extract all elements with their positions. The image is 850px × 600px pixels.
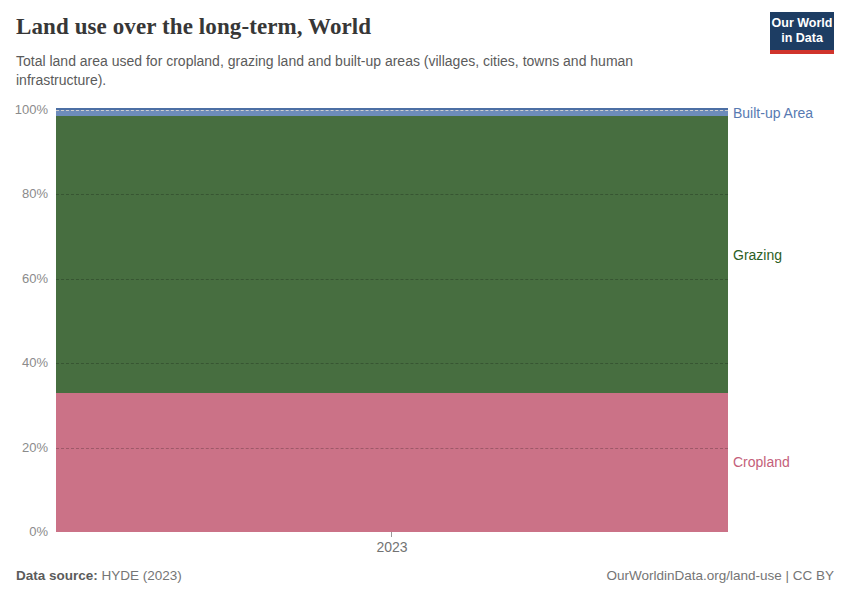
owid-logo-line1: Our World — [772, 16, 833, 31]
area-band-cropland[interactable] — [56, 393, 728, 532]
owid-chart-window: Land use over the long-term, World Our W… — [0, 0, 850, 600]
series-label-cropland[interactable]: Cropland — [733, 454, 790, 470]
gridline-100 — [56, 110, 728, 111]
gridline-20 — [56, 448, 728, 449]
series-label-grazing[interactable]: Grazing — [733, 247, 782, 263]
gridline-80 — [56, 194, 728, 195]
data-source-label: Data source: — [16, 568, 98, 583]
owid-logo-line2: in Data — [781, 31, 823, 46]
gridline-60 — [56, 279, 728, 280]
owid-logo[interactable]: Our World in Data — [770, 12, 834, 50]
area-band-grazing[interactable] — [56, 116, 728, 392]
owid-license-link[interactable]: OurWorldinData.org/land-use | CC BY — [606, 568, 834, 583]
page-title: Land use over the long-term, World — [16, 14, 746, 40]
owid-logo-red-bar — [770, 50, 834, 54]
y-tick-label-100: 100% — [0, 102, 48, 118]
chart-footer: Data source: HYDE (2023) OurWorldinData.… — [16, 568, 834, 583]
y-tick-label-0: 0% — [0, 524, 48, 540]
data-source-value: HYDE (2023) — [98, 568, 182, 583]
y-tick-label-40: 40% — [0, 355, 48, 371]
y-tick-label-20: 20% — [0, 440, 48, 456]
x-tick-label: 2023 — [56, 539, 728, 555]
chart-subtitle: Total land area used for cropland, grazi… — [16, 52, 721, 90]
data-source-note: Data source: HYDE (2023) — [16, 568, 182, 583]
gridline-40 — [56, 363, 728, 364]
y-tick-label-60: 60% — [0, 271, 48, 287]
series-label-built-up-area[interactable]: Built-up Area — [733, 105, 813, 121]
plot-area — [56, 110, 728, 532]
y-tick-label-80: 80% — [0, 186, 48, 202]
x-tick-mark — [391, 532, 392, 537]
